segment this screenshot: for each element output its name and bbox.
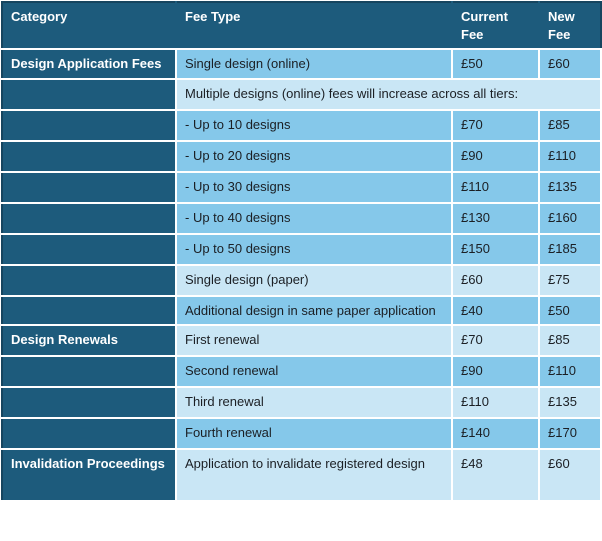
fee-type-cell: Single design (online) — [175, 48, 453, 80]
new-fee-cell: £135 — [538, 170, 602, 204]
table-row: - Up to 20 designs £90 £110 — [1, 139, 602, 173]
current-fee-cell: £140 — [451, 417, 540, 450]
table-row: Design Renewals First renewal £70 £85 — [1, 324, 602, 357]
fee-type-cell-merged: Multiple designs (online) fees will incr… — [175, 77, 602, 111]
col-header-category: Category — [1, 1, 177, 50]
current-fee-cell: £90 — [451, 355, 540, 388]
header-row: Category Fee Type Current Fee New Fee — [1, 1, 602, 50]
fee-type-cell: Fourth renewal — [175, 417, 453, 450]
new-fee-cell: £110 — [538, 355, 602, 388]
current-fee-cell: £48 — [451, 448, 540, 502]
current-fee-cell: £40 — [451, 294, 540, 326]
fee-type-cell: - Up to 40 designs — [175, 201, 453, 235]
category-cell — [1, 170, 177, 204]
new-fee-cell: £60 — [538, 48, 602, 80]
category-cell: Invalidation Proceedings — [1, 448, 177, 502]
table-row: - Up to 30 designs £110 £135 — [1, 170, 602, 204]
category-cell — [1, 294, 177, 326]
fee-type-cell: Additional design in same paper applicat… — [175, 294, 453, 326]
category-cell — [1, 355, 177, 388]
fee-type-cell: - Up to 50 designs — [175, 232, 453, 266]
table-row: Third renewal £110 £135 — [1, 386, 602, 419]
table-row: Multiple designs (online) fees will incr… — [1, 77, 602, 111]
current-fee-cell: £130 — [451, 201, 540, 235]
col-header-new-fee: New Fee — [538, 1, 602, 50]
fee-type-cell: Third renewal — [175, 386, 453, 419]
fee-type-cell: - Up to 30 designs — [175, 170, 453, 204]
category-cell — [1, 139, 177, 173]
table-row: Single design (paper) £60 £75 — [1, 263, 602, 297]
current-fee-cell: £90 — [451, 139, 540, 173]
category-cell — [1, 386, 177, 419]
fee-type-cell: First renewal — [175, 324, 453, 357]
table-row: Additional design in same paper applicat… — [1, 294, 602, 326]
current-fee-cell: £150 — [451, 232, 540, 266]
current-fee-cell: £50 — [451, 48, 540, 80]
new-fee-cell: £185 — [538, 232, 602, 266]
fee-type-cell: Application to invalidate registered des… — [175, 448, 453, 502]
category-cell: Design Application Fees — [1, 48, 177, 80]
category-cell — [1, 201, 177, 235]
col-header-fee-type: Fee Type — [175, 1, 453, 50]
new-fee-cell: £160 — [538, 201, 602, 235]
current-fee-cell: £70 — [451, 324, 540, 357]
table-row: - Up to 40 designs £130 £160 — [1, 201, 602, 235]
new-fee-cell: £60 — [538, 448, 602, 502]
category-cell — [1, 263, 177, 297]
current-fee-cell: £110 — [451, 386, 540, 419]
new-fee-cell: £75 — [538, 263, 602, 297]
new-fee-cell: £50 — [538, 294, 602, 326]
fee-type-cell: Single design (paper) — [175, 263, 453, 297]
category-cell — [1, 108, 177, 142]
current-fee-cell: £70 — [451, 108, 540, 142]
category-cell — [1, 417, 177, 450]
table-row: - Up to 10 designs £70 £85 — [1, 108, 602, 142]
category-cell — [1, 232, 177, 266]
new-fee-cell: £170 — [538, 417, 602, 450]
current-fee-cell: £110 — [451, 170, 540, 204]
table-row: Invalidation Proceedings Application to … — [1, 448, 602, 502]
new-fee-cell: £85 — [538, 108, 602, 142]
fee-type-cell: - Up to 20 designs — [175, 139, 453, 173]
new-fee-cell: £110 — [538, 139, 602, 173]
table-row: Second renewal £90 £110 — [1, 355, 602, 388]
new-fee-cell: £85 — [538, 324, 602, 357]
category-cell: Design Renewals — [1, 324, 177, 357]
table-row: Fourth renewal £140 £170 — [1, 417, 602, 450]
new-fee-cell: £135 — [538, 386, 602, 419]
table-row: Design Application Fees Single design (o… — [1, 48, 602, 80]
fees-table: Category Fee Type Current Fee New Fee De… — [1, 1, 602, 502]
table-row: - Up to 50 designs £150 £185 — [1, 232, 602, 266]
fee-type-cell: Second renewal — [175, 355, 453, 388]
fee-type-cell: - Up to 10 designs — [175, 108, 453, 142]
col-header-current-fee: Current Fee — [451, 1, 540, 50]
category-cell — [1, 77, 177, 111]
current-fee-cell: £60 — [451, 263, 540, 297]
